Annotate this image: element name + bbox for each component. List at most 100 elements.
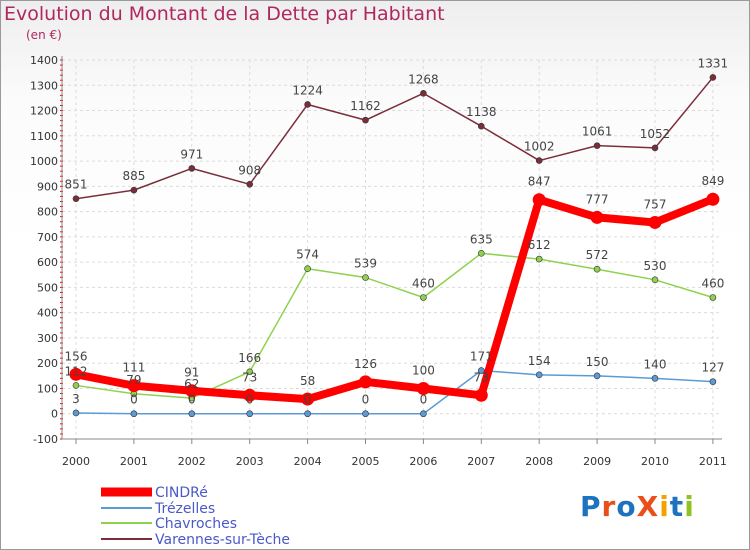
data-label: 1002 xyxy=(524,140,555,154)
y-tick-label: 1100 xyxy=(30,130,58,143)
data-point xyxy=(188,165,196,172)
data-label: 0 xyxy=(246,393,254,407)
data-label: 1138 xyxy=(466,105,497,119)
y-tick-label: 1300 xyxy=(30,79,58,92)
y-tick-label: 500 xyxy=(37,281,58,294)
data-point xyxy=(359,375,372,389)
y-tick-label: 700 xyxy=(37,231,58,244)
data-label: 777 xyxy=(586,192,609,206)
data-point xyxy=(246,410,253,418)
x-tick-label: 2003 xyxy=(236,455,264,468)
data-label: 1331 xyxy=(698,56,729,70)
data-point xyxy=(420,294,427,301)
data-point xyxy=(535,157,543,164)
data-label: 62 xyxy=(184,377,199,391)
data-point xyxy=(593,372,601,380)
x-tick-label: 2001 xyxy=(120,455,148,468)
data-label: 166 xyxy=(238,351,261,365)
data-label: 171 xyxy=(470,350,493,364)
data-label: 100 xyxy=(412,363,435,377)
data-label: 127 xyxy=(701,361,724,375)
data-point xyxy=(130,186,138,194)
x-tick-label: 2006 xyxy=(409,455,437,468)
data-label: 460 xyxy=(701,277,724,291)
series-2 xyxy=(72,249,717,402)
data-point xyxy=(304,265,311,273)
series-line xyxy=(75,76,714,200)
logo-letter: r xyxy=(601,490,617,523)
data-point xyxy=(72,195,80,203)
y-tick-label: 800 xyxy=(37,206,58,219)
data-point xyxy=(72,409,80,417)
data-label: 885 xyxy=(122,169,145,183)
data-label: 1268 xyxy=(408,72,439,86)
chart-title: Evolution du Montant de la Dette par Hab… xyxy=(4,3,445,25)
data-label: 851 xyxy=(65,178,88,192)
data-point xyxy=(246,368,253,376)
data-label: 0 xyxy=(188,393,196,407)
data-point xyxy=(127,379,141,393)
y-tick-label: 1200 xyxy=(30,105,58,118)
series-3 xyxy=(72,74,717,203)
data-point xyxy=(72,382,80,389)
logo-letter: i xyxy=(684,490,695,523)
data-label: 58 xyxy=(300,374,315,388)
data-label: 1224 xyxy=(292,83,323,97)
logo-letter: t xyxy=(669,490,685,523)
series-layer xyxy=(69,74,720,418)
data-label: 1052 xyxy=(640,127,671,141)
y-tick-label: 200 xyxy=(37,357,58,370)
data-label: 140 xyxy=(644,357,667,371)
data-point xyxy=(593,142,601,149)
data-label: 530 xyxy=(644,259,667,273)
data-point xyxy=(362,410,369,418)
x-tick-label: 2000 xyxy=(62,455,90,468)
legend: CINDRéTrézellesChavrochesVarennes-sur-Tè… xyxy=(101,485,290,548)
data-point xyxy=(362,116,369,124)
y-tick-label: 100 xyxy=(37,382,58,395)
logo-letter: i xyxy=(659,490,670,523)
data-label: 112 xyxy=(65,364,88,378)
x-tick-label: 2009 xyxy=(583,455,611,468)
y-tick-label: 900 xyxy=(37,180,58,193)
data-point xyxy=(474,388,488,402)
data-point xyxy=(477,122,485,130)
data-point xyxy=(477,249,485,257)
data-point xyxy=(304,101,311,108)
series-line xyxy=(75,252,714,399)
y-tick-label: -100 xyxy=(33,433,58,446)
series-line xyxy=(75,369,714,415)
legend-label: Chavroches xyxy=(155,516,237,532)
y-tick-label: 1000 xyxy=(30,155,58,168)
data-point xyxy=(651,375,659,382)
data-label: 757 xyxy=(644,197,667,211)
data-label: 971 xyxy=(180,147,203,161)
data-point xyxy=(593,265,601,273)
data-point xyxy=(301,392,315,406)
y-tick-label: 600 xyxy=(37,256,58,269)
series-line xyxy=(72,195,717,404)
chart-unit-label: (en €) xyxy=(26,28,62,42)
data-label: 574 xyxy=(296,248,319,262)
data-label: 73 xyxy=(242,370,257,384)
data-label: 79 xyxy=(126,373,141,387)
legend-label: Trézelles xyxy=(154,501,215,517)
logo-letter: P xyxy=(580,490,602,523)
y-tick-label: 0 xyxy=(51,408,58,421)
data-point xyxy=(709,74,717,81)
data-label: 150 xyxy=(586,355,609,369)
data-point xyxy=(304,410,311,418)
data-point xyxy=(185,384,199,398)
data-point xyxy=(590,210,604,224)
legend-label: Varennes-sur-Tèche xyxy=(155,532,290,548)
data-label: 73 xyxy=(474,370,489,384)
data-point xyxy=(416,381,430,395)
data-point xyxy=(420,410,427,418)
data-label: 612 xyxy=(528,238,551,252)
data-label: 156 xyxy=(65,349,88,363)
legend-label: CINDRé xyxy=(155,485,208,501)
data-point xyxy=(648,215,662,229)
data-label: 3 xyxy=(72,392,80,406)
data-point xyxy=(243,388,257,402)
data-point xyxy=(188,410,196,418)
